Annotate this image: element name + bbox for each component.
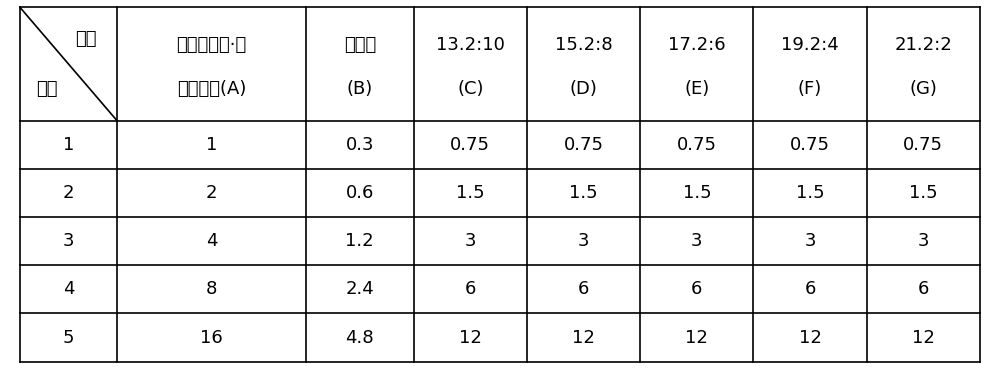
Text: 5: 5 <box>63 328 74 346</box>
Text: 3: 3 <box>465 232 476 250</box>
Text: 17.2:6: 17.2:6 <box>668 36 726 54</box>
Text: 1.5: 1.5 <box>456 184 485 202</box>
Text: (B): (B) <box>347 80 373 98</box>
Text: 水平: 水平 <box>36 80 58 98</box>
Text: 8: 8 <box>206 280 217 299</box>
Text: 1: 1 <box>63 136 74 154</box>
Text: (C): (C) <box>457 80 484 98</box>
Text: 1.5: 1.5 <box>909 184 938 202</box>
Text: 酯磺草胺(A): 酯磺草胺(A) <box>177 80 246 98</box>
Text: 6: 6 <box>465 280 476 299</box>
Text: 12: 12 <box>799 328 822 346</box>
Text: (D): (D) <box>570 80 598 98</box>
Text: 1: 1 <box>206 136 217 154</box>
Text: (E): (E) <box>684 80 709 98</box>
Text: 0.75: 0.75 <box>450 136 490 154</box>
Text: 1.5: 1.5 <box>683 184 711 202</box>
Text: (F): (F) <box>798 80 822 98</box>
Text: 2.4: 2.4 <box>345 280 374 299</box>
Text: 1.2: 1.2 <box>345 232 374 250</box>
Text: 16: 16 <box>200 328 223 346</box>
Text: 1.5: 1.5 <box>796 184 824 202</box>
Text: 0.6: 0.6 <box>346 184 374 202</box>
Text: 氟磺胺草醚·氯: 氟磺胺草醚·氯 <box>176 36 247 54</box>
Text: 0.75: 0.75 <box>677 136 717 154</box>
Text: 0.75: 0.75 <box>903 136 943 154</box>
Text: 3: 3 <box>804 232 816 250</box>
Text: 烯草酮: 烯草酮 <box>344 36 376 54</box>
Text: 6: 6 <box>578 280 589 299</box>
Text: 13.2:10: 13.2:10 <box>436 36 505 54</box>
Text: 0.75: 0.75 <box>564 136 604 154</box>
Text: 2: 2 <box>206 184 217 202</box>
Text: 6: 6 <box>918 280 929 299</box>
Text: (G): (G) <box>909 80 937 98</box>
Text: 12: 12 <box>459 328 482 346</box>
Text: 4.8: 4.8 <box>345 328 374 346</box>
Text: 12: 12 <box>572 328 595 346</box>
Text: 12: 12 <box>912 328 935 346</box>
Text: 0.75: 0.75 <box>790 136 830 154</box>
Text: 6: 6 <box>804 280 816 299</box>
Text: 6: 6 <box>691 280 703 299</box>
Text: 3: 3 <box>578 232 589 250</box>
Text: 3: 3 <box>918 232 929 250</box>
Text: 2: 2 <box>63 184 74 202</box>
Text: 21.2:2: 21.2:2 <box>894 36 952 54</box>
Text: 处理: 处理 <box>75 30 97 48</box>
Text: 3: 3 <box>691 232 703 250</box>
Text: 1.5: 1.5 <box>569 184 598 202</box>
Text: 3: 3 <box>63 232 74 250</box>
Text: 4: 4 <box>63 280 74 299</box>
Text: 12: 12 <box>685 328 708 346</box>
Text: 4: 4 <box>206 232 217 250</box>
Text: 19.2:4: 19.2:4 <box>781 36 839 54</box>
Text: 0.3: 0.3 <box>346 136 374 154</box>
Text: 15.2:8: 15.2:8 <box>555 36 612 54</box>
